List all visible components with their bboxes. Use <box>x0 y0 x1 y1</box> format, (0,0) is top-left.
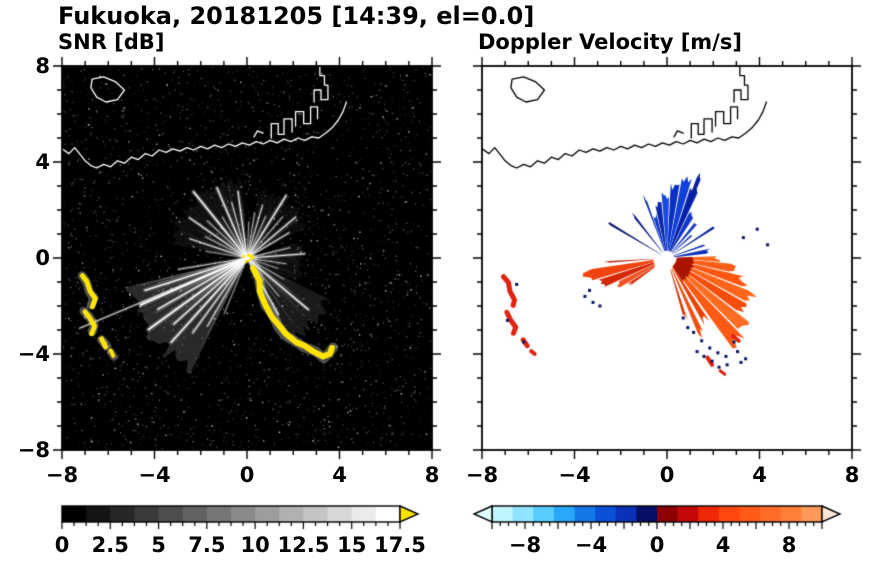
y-axis-tick-label: −4 <box>17 342 50 366</box>
snr-colorbar-tick-label: 15 <box>337 533 367 557</box>
x-axis-tick-label-snr: 8 <box>424 463 440 487</box>
x-axis-tick-label-velocity: 0 <box>659 463 675 487</box>
snr-colorbar-tick-label: 10 <box>240 533 270 557</box>
x-axis-tick-label-snr: 4 <box>332 463 347 487</box>
x-axis-tick-label-velocity: −8 <box>465 463 499 487</box>
velocity-colorbar-tick-label: 8 <box>781 533 797 557</box>
snr-panel-title: SNR [dB] <box>58 30 165 54</box>
velocity-colorbar-tick-label: 0 <box>649 533 665 557</box>
y-axis-tick-label: 0 <box>35 246 50 270</box>
velocity-plot <box>468 52 866 464</box>
x-axis-tick-label-velocity: 8 <box>844 463 860 487</box>
x-axis-tick-label-snr: −4 <box>138 463 171 487</box>
x-axis-tick-label-velocity: 4 <box>752 463 767 487</box>
velocity-colorbar-tick-label: −4 <box>574 533 608 557</box>
x-axis-tick-label-snr: −8 <box>45 463 79 487</box>
snr-colorbar <box>56 500 436 534</box>
snr-plot <box>48 52 446 464</box>
snr-colorbar-tick-label: 5 <box>151 533 166 557</box>
y-axis-tick-label: 4 <box>35 150 50 174</box>
snr-colorbar-tick-label: 2.5 <box>91 533 129 557</box>
x-axis-tick-label-snr: 0 <box>239 463 255 487</box>
y-axis-tick-label: 8 <box>35 54 50 78</box>
x-axis-tick-label-velocity: −4 <box>558 463 591 487</box>
velocity-panel-title: Doppler Velocity [m/s] <box>478 30 742 54</box>
velocity-colorbar <box>466 500 858 534</box>
snr-colorbar-tick-label: 12.5 <box>277 533 330 557</box>
velocity-colorbar-tick-label: 4 <box>715 533 731 557</box>
snr-colorbar-tick-label: 7.5 <box>188 533 226 557</box>
y-axis-tick-label: −8 <box>17 438 50 462</box>
figure-title: Fukuoka, 20181205 [14:39, el=0.0] <box>58 2 535 30</box>
snr-colorbar-tick-label: 0 <box>54 533 70 557</box>
velocity-colorbar-tick-label: −8 <box>508 533 542 557</box>
snr-colorbar-tick-label: 17.5 <box>374 533 426 557</box>
